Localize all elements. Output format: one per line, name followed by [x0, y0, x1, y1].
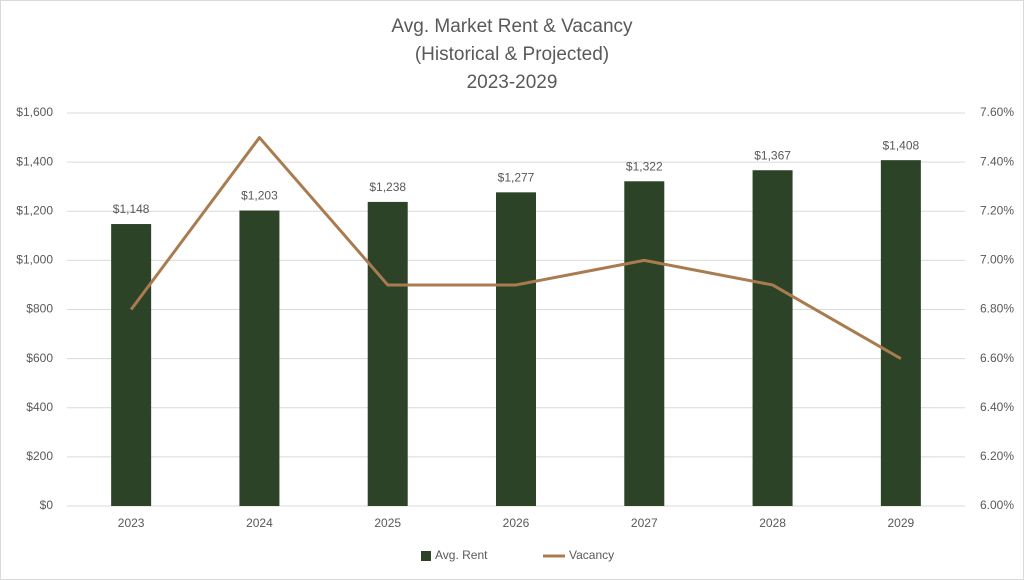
data-label: $1,408	[883, 138, 920, 152]
y-tick-label: $1,000	[16, 253, 53, 267]
y-tick-label: $800	[26, 302, 53, 316]
bar	[624, 181, 665, 506]
x-tick-label: 2026	[503, 516, 530, 530]
y-tick-label: $1,600	[16, 105, 53, 119]
legend-label: Avg. Rent	[435, 548, 488, 562]
y-tick-label: $1,400	[16, 154, 53, 168]
legend-swatch	[421, 551, 431, 561]
x-tick-label: 2025	[374, 516, 401, 530]
y2-tick-label: 7.20%	[980, 203, 1014, 217]
y2-tick-label: 6.00%	[980, 498, 1014, 512]
bar	[111, 224, 152, 506]
bar	[752, 170, 793, 506]
data-label: $1,277	[498, 171, 535, 185]
x-tick-label: 2027	[631, 516, 658, 530]
line	[129, 136, 902, 360]
y2-tick-label: 6.40%	[980, 400, 1014, 414]
x-tick-label: 2029	[888, 516, 915, 530]
data-label: $1,322	[626, 159, 663, 173]
y2-tick-label: 6.60%	[980, 351, 1014, 365]
data-label: $1,367	[754, 148, 791, 162]
bar	[496, 192, 536, 507]
y2-tick-label: 7.00%	[980, 253, 1014, 267]
data-label: $1,203	[241, 189, 278, 203]
bar	[239, 210, 280, 506]
chart-title: (Historical & Projected)	[415, 44, 609, 65]
y2-tick-label: 7.40%	[980, 154, 1014, 168]
bar	[367, 201, 408, 506]
y-tick-label: $200	[26, 449, 53, 463]
chart-title: 2023-2029	[467, 72, 558, 93]
y-tick-label: $400	[26, 400, 53, 414]
x-tick-label: 2023	[118, 516, 145, 530]
chart-title: Avg. Market Rent & Vacancy	[391, 16, 633, 37]
y-tick-label: $1,200	[16, 203, 53, 217]
y2-tick-label: 6.80%	[980, 302, 1014, 316]
y-tick-label: $600	[26, 351, 53, 365]
y2-tick-label: 7.60%	[980, 105, 1014, 119]
y-tick-label: $0	[40, 498, 54, 512]
legend-label: Vacancy	[569, 548, 614, 562]
data-label: $1,238	[369, 180, 406, 194]
x-tick-label: 2024	[246, 516, 273, 530]
y2-tick-label: 6.20%	[980, 449, 1014, 463]
x-tick-label: 2028	[759, 516, 786, 530]
bar	[880, 160, 921, 506]
data-label: $1,148	[113, 202, 150, 216]
